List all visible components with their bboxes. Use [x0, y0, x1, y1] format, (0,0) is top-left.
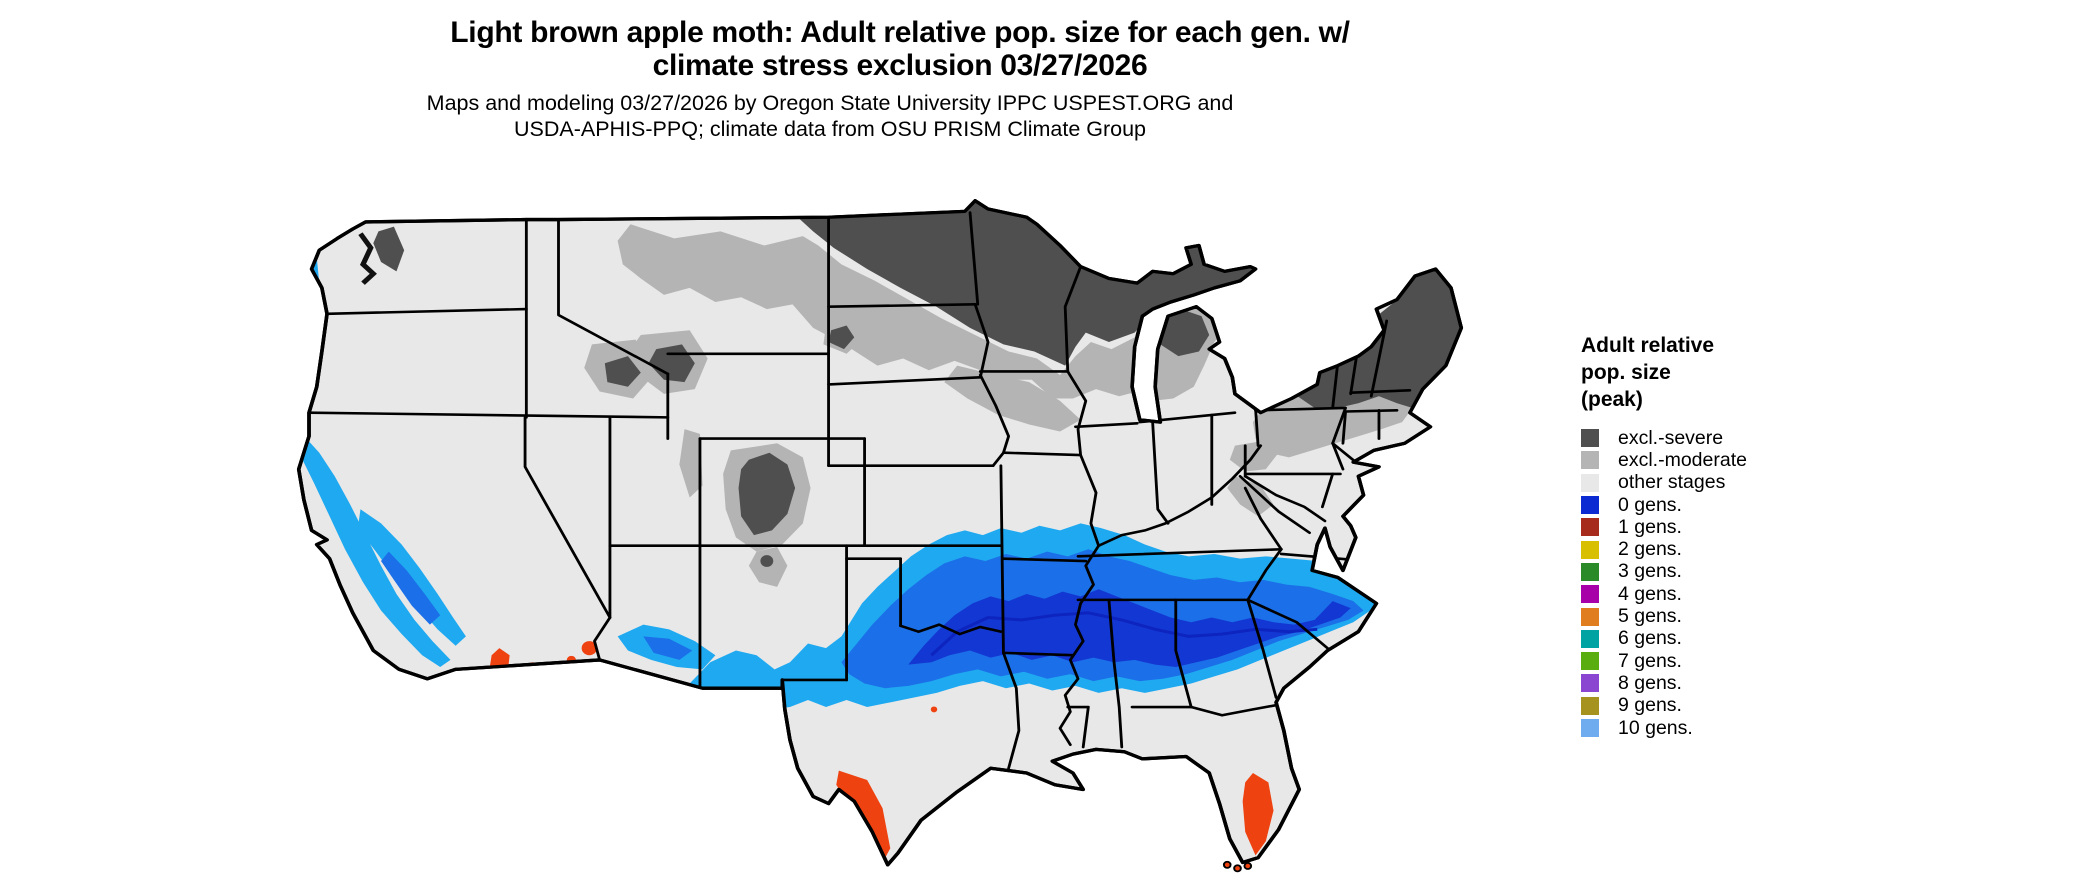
- legend-item-label: 6 gens.: [1618, 627, 1682, 650]
- legend-item: 4 gens.: [1581, 583, 1841, 605]
- legend-swatch: [1581, 629, 1599, 648]
- legend-item: 7 gens.: [1581, 650, 1841, 672]
- page-subtitle-line2: USDA-APHIS-PPQ; climate data from OSU PR…: [513, 117, 1147, 141]
- legend-item-label: 8 gens.: [1618, 671, 1682, 694]
- page-title-line1: Light brown apple moth: Adult relative p…: [450, 16, 1350, 49]
- legend-swatch: [1581, 496, 1599, 515]
- legend-title-line2: pop. size: [1581, 361, 1671, 384]
- legend-item-label: excl.-moderate: [1618, 448, 1747, 471]
- legend-swatch: [1581, 429, 1599, 448]
- legend-item: 6 gens.: [1581, 627, 1841, 650]
- legend-swatch: [1581, 696, 1599, 715]
- legend-item-label: 3 gens.: [1618, 560, 1682, 583]
- legend-item-label: excl.-severe: [1618, 426, 1724, 449]
- legend-swatch: [1581, 540, 1599, 559]
- legend-item-label: 2 gens.: [1618, 538, 1682, 561]
- legend-swatch: [1581, 518, 1599, 537]
- page-title-line2: climate stress exclusion 03/27/2026: [652, 49, 1148, 82]
- legend-title-line3: (peak): [1581, 388, 1643, 411]
- legend-swatch: [1581, 451, 1599, 470]
- map-layer-excl-moderate: [584, 224, 1413, 587]
- legend-item: 5 gens.: [1581, 605, 1841, 627]
- legend-title: Adult relative pop. size (peak): [1581, 332, 1841, 413]
- us-map-svg: [296, 199, 1464, 873]
- florida-keys: [1222, 860, 1253, 873]
- page-title: Light brown apple moth: Adult relative p…: [150, 16, 1650, 82]
- us-coastline: [296, 199, 1464, 867]
- legend-item-label: 9 gens.: [1618, 694, 1682, 717]
- us-map: [237, 156, 1523, 886]
- legend-swatch: [1581, 607, 1599, 626]
- legend-swatch: [1581, 585, 1599, 604]
- legend-item-label: 0 gens.: [1618, 493, 1682, 516]
- page-subtitle-line1: Maps and modeling 03/27/2026 by Oregon S…: [426, 91, 1234, 115]
- legend-swatch: [1581, 652, 1599, 671]
- legend-title-line1: Adult relative: [1581, 334, 1715, 357]
- legend-items: excl.-severe excl.-moderate other stages 0 …: [1581, 427, 1841, 739]
- puget-sound-inlet: [358, 232, 377, 285]
- legend-item-label: 4 gens.: [1618, 582, 1682, 605]
- legend-item: excl.-severe: [1581, 427, 1841, 449]
- legend-item: other stages: [1581, 471, 1841, 494]
- legend-swatch: [1581, 719, 1599, 737]
- map-legend: Adult relative pop. size (peak) excl.-se…: [1581, 332, 1841, 739]
- legend-item: 8 gens.: [1581, 672, 1841, 694]
- legend-item-label: 7 gens.: [1618, 649, 1682, 672]
- map-layer-blue-dark: [908, 589, 1351, 667]
- legend-item: 3 gens.: [1581, 560, 1841, 583]
- legend-item-label: 1 gens.: [1618, 515, 1682, 538]
- legend-item-label: other stages: [1618, 471, 1726, 494]
- legend-swatch: [1581, 674, 1599, 693]
- legend-swatch: [1581, 473, 1599, 492]
- legend-item: excl.-moderate: [1581, 449, 1841, 471]
- legend-item: 10 gens.: [1581, 717, 1841, 739]
- legend-item: 1 gens.: [1581, 516, 1841, 538]
- legend-swatch: [1581, 562, 1599, 581]
- page-subtitle: Maps and modeling 03/27/2026 by Oregon S…: [80, 90, 1580, 142]
- legend-item: 0 gens.: [1581, 494, 1841, 516]
- legend-item-label: 5 gens.: [1618, 605, 1682, 628]
- legend-item: 2 gens.: [1581, 538, 1841, 560]
- legend-item: 9 gens.: [1581, 694, 1841, 717]
- legend-item-label: 10 gens.: [1618, 716, 1693, 739]
